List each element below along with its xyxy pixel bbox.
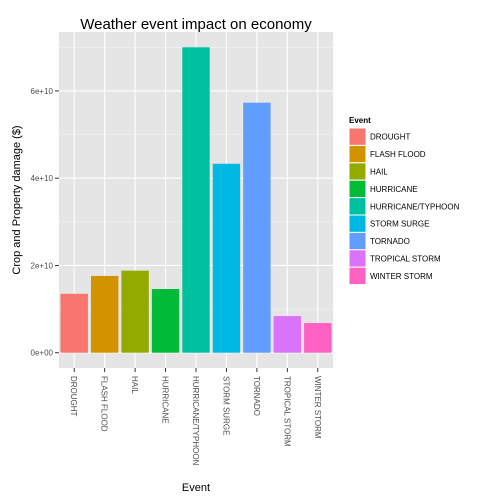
x-tick-label: HURRICANE/TYPHOON	[191, 376, 200, 466]
legend-label: HURRICANE/TYPHOON	[370, 202, 460, 211]
bar-hurricane-typhoon	[182, 47, 210, 353]
x-tick-label: DROUGHT	[69, 376, 78, 417]
legend-title: Event	[349, 116, 371, 125]
y-axis-ticks: 0e+00 2e+10 4e+10 6e+10	[31, 87, 59, 358]
bar-drought	[60, 293, 88, 353]
x-axis-ticks: DROUGHT FLASH FLOOD HAIL HURRICANE HURRICANE…	[69, 368, 322, 466]
legend-key	[348, 249, 367, 268]
legend-key	[348, 144, 367, 164]
legend-label: HURRICANE	[370, 185, 418, 194]
bar-hail	[121, 270, 149, 353]
y-tick-label: 2e+10	[31, 261, 54, 270]
x-tick-label: TORNADO	[252, 376, 261, 416]
x-tick-label: HURRICANE	[161, 376, 170, 424]
y-tick-label: 6e+10	[31, 87, 54, 96]
bar-storm-surge	[212, 163, 241, 353]
legend-key	[348, 197, 367, 216]
bars	[60, 47, 332, 353]
legend-label: DROUGHT	[370, 133, 411, 142]
legend: Event DROUGHT FLASH FLOOD HAIL HURRICANE HUR…	[348, 116, 460, 286]
legend-label: TORNADO	[370, 237, 410, 246]
x-tick-label: TROPICAL STORM	[282, 376, 291, 447]
legend-key	[348, 127, 367, 146]
x-tick-label: STORM SURGE	[221, 376, 230, 435]
legend-key	[348, 231, 367, 251]
x-tick-label: HAIL	[130, 376, 139, 394]
bar-flash-flood	[90, 275, 119, 353]
legend-label: STORM SURGE	[370, 220, 429, 229]
legend-key	[348, 266, 367, 286]
x-tick-label: FLASH FLOOD	[100, 376, 109, 432]
y-axis-title: Crop and Property damage ($)	[11, 125, 23, 274]
legend-label: HAIL	[370, 168, 388, 177]
legend-label: WINTER STORM	[370, 272, 433, 281]
legend-label: TROPICAL STORM	[370, 255, 441, 264]
chart-title: Weather event impact on economy	[80, 16, 312, 33]
x-tick-label: WINTER STORM	[313, 376, 322, 439]
bar-tropical-storm	[273, 316, 302, 353]
bar-hurricane	[151, 289, 180, 353]
y-tick-label: 0e+00	[31, 349, 54, 358]
legend-key	[348, 179, 367, 199]
bar-tornado	[243, 102, 271, 353]
bar-winter-storm	[304, 323, 332, 353]
legend-key	[348, 162, 367, 181]
x-axis-title: Event	[182, 482, 210, 494]
legend-key	[348, 214, 367, 233]
y-tick-label: 4e+10	[31, 174, 54, 183]
legend-label: FLASH FLOOD	[370, 150, 426, 159]
